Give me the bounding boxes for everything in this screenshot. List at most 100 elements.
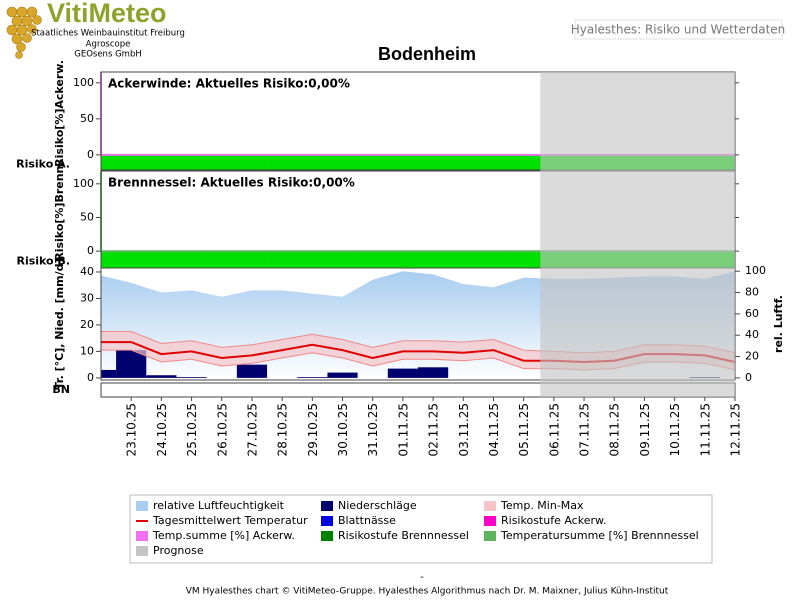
risk-level — [327, 154, 358, 170]
risk-level — [146, 251, 177, 268]
y-tick-label: 0 — [87, 371, 94, 384]
risk-level — [418, 154, 449, 170]
x-tick-label: 06.11.25 — [547, 403, 561, 456]
x-tick-label: 10.11.25 — [668, 403, 682, 456]
risk-level — [297, 251, 328, 268]
x-tick-label: 11.11.25 — [698, 403, 712, 456]
legend-label: Temperatursumme [%] Brennnessel — [500, 529, 699, 542]
x-tick-label: 25.10.25 — [185, 403, 199, 456]
temp-band — [282, 334, 313, 359]
risk-level — [176, 154, 207, 170]
precip-bar — [327, 372, 358, 378]
legend-swatch — [321, 516, 333, 526]
temp-band — [493, 339, 524, 369]
x-tick-label: 05.11.25 — [517, 403, 531, 456]
y2-tick-label: 20 — [745, 350, 759, 363]
x-tick-label: 31.10.25 — [366, 403, 380, 456]
y2-tick-label: 40 — [745, 328, 759, 341]
risk-level — [236, 251, 268, 268]
temp-band — [312, 334, 343, 359]
precip-bar — [146, 375, 177, 378]
legend-swatch — [136, 531, 148, 541]
risk-level — [478, 154, 509, 170]
legend-swatch — [136, 546, 148, 556]
risk-level — [267, 251, 298, 268]
risk-level — [236, 154, 268, 170]
y-tick-label: 100 — [73, 177, 94, 190]
x-tick-label: 08.11.25 — [608, 403, 622, 456]
temp-band — [372, 340, 403, 366]
x-tick-label: 23.10.25 — [125, 403, 139, 456]
x-tick-label: 29.10.25 — [306, 403, 320, 456]
y-axis-label: Tr. [°C], Nied. [mm/d] — [53, 259, 66, 390]
panel-annotation: Brennnessel: Aktuelles Risiko:0,00% — [108, 176, 355, 190]
risk-level — [101, 251, 117, 268]
x-tick-label: 07.11.25 — [578, 403, 592, 456]
tab-label[interactable]: Hyalesthes: Risiko und Wetterdaten — [571, 23, 786, 37]
logo-text: VitiMeteo — [47, 0, 167, 28]
y-axis-label: Risiko[%]Brenn. — [53, 161, 66, 260]
x-tick-label: 01.11.25 — [396, 403, 410, 456]
precip-bar — [176, 377, 207, 378]
row-label: Risiko B. — [16, 255, 70, 268]
legend-swatch — [321, 531, 333, 541]
temp-band — [161, 340, 192, 362]
x-tick-label: 02.11.25 — [427, 403, 441, 456]
y-tick-label: 0 — [87, 148, 94, 161]
temp-band — [463, 339, 494, 361]
legend-swatch — [484, 516, 496, 526]
x-tick-label: 03.11.25 — [457, 403, 471, 456]
risk-level — [101, 154, 117, 170]
y2-tick-label: 60 — [745, 307, 759, 320]
legend-swatch — [321, 501, 333, 511]
y-tick-label: 50 — [80, 210, 94, 223]
org-line: Agroscope — [86, 40, 131, 50]
y-tick-label: 20 — [80, 318, 94, 331]
row-label: BN — [52, 383, 70, 396]
x-tick-label: 30.10.25 — [336, 403, 350, 456]
tab[interactable] — [574, 19, 783, 40]
risk-level — [327, 251, 358, 268]
risk-level — [116, 251, 147, 268]
temp-band — [191, 340, 222, 366]
footer-credit: VM Hyalesthes chart © VitiMeteo-Gruppe. … — [186, 587, 669, 597]
y2-tick-label: 100 — [745, 264, 766, 277]
risk-level — [418, 251, 449, 268]
risk-level — [267, 154, 298, 170]
legend-label: Tagesmittelwert Temperatur — [152, 514, 308, 527]
risk-level — [357, 251, 389, 268]
risk-level — [206, 251, 238, 268]
legend-swatch — [484, 531, 496, 541]
temp-band — [101, 331, 132, 351]
risk-level — [508, 251, 540, 268]
risk-level — [448, 154, 479, 170]
risk-level — [357, 154, 389, 170]
x-tick-label: 27.10.25 — [245, 403, 259, 456]
y-tick-label: 50 — [80, 112, 94, 125]
y-tick-label: 10 — [80, 344, 94, 357]
precip-bar — [418, 367, 449, 378]
precip-bar — [387, 368, 418, 378]
y-tick-label: 0 — [87, 244, 94, 257]
risk-level — [176, 251, 207, 268]
x-tick-label: 26.10.25 — [215, 403, 229, 456]
precip-bar — [236, 364, 268, 378]
legend-swatch — [484, 501, 496, 511]
temp-band — [251, 339, 283, 364]
risk-level — [508, 154, 540, 170]
chart-title: Bodenheim — [378, 44, 476, 64]
y-axis-label: Risiko[%]Ackerw. — [53, 60, 66, 167]
legend-label: Niederschläge — [338, 499, 417, 512]
precip-bar — [101, 369, 117, 378]
prognose-region — [540, 72, 735, 397]
x-tick-label: 09.11.25 — [638, 403, 652, 456]
y2-tick-label: 0 — [745, 371, 752, 384]
risk-level — [387, 251, 419, 268]
legend-label: Blattnässe — [338, 514, 396, 527]
temp-band — [131, 331, 162, 362]
logo-icon — [6, 6, 42, 59]
y-tick-label: 100 — [73, 76, 94, 89]
temp-band — [402, 340, 434, 360]
legend-label: Risikostufe Ackerw. — [501, 514, 606, 527]
org-line: GEOsens GmbH — [74, 50, 141, 60]
